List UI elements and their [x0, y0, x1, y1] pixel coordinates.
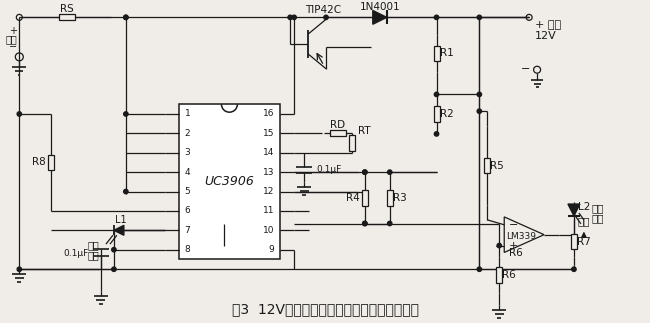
Text: L2: L2 [578, 202, 590, 212]
Text: 12: 12 [263, 187, 274, 196]
Circle shape [124, 189, 128, 194]
Circle shape [434, 92, 439, 97]
Bar [179, 104, 280, 259]
Circle shape [477, 15, 482, 19]
Circle shape [477, 92, 482, 97]
Text: 输入: 输入 [578, 216, 590, 226]
Text: R6: R6 [502, 270, 516, 280]
Polygon shape [114, 225, 124, 235]
Text: 1: 1 [185, 109, 190, 119]
Circle shape [112, 247, 116, 252]
Circle shape [124, 15, 128, 19]
Circle shape [363, 221, 367, 226]
Text: +: + [9, 26, 18, 36]
Text: R2: R2 [439, 109, 453, 119]
Text: R5: R5 [490, 161, 504, 171]
Bar [387, 190, 393, 206]
Bar [434, 106, 439, 122]
Text: R7: R7 [577, 236, 591, 246]
Text: 5: 5 [185, 187, 190, 196]
Text: 12V: 12V [535, 31, 557, 41]
Text: 15: 15 [263, 129, 274, 138]
Text: R8: R8 [32, 157, 46, 167]
Text: 10: 10 [263, 226, 274, 235]
Text: LM339: LM339 [506, 232, 536, 241]
Bar [48, 154, 54, 170]
Text: 2: 2 [185, 129, 190, 138]
Text: 电源: 电源 [87, 240, 99, 250]
Text: 9: 9 [268, 245, 274, 254]
Text: 7: 7 [185, 226, 190, 235]
Text: RT: RT [358, 126, 370, 136]
Text: L1: L1 [115, 215, 127, 225]
Text: R3: R3 [393, 193, 406, 203]
Bar [349, 135, 355, 151]
Circle shape [17, 267, 21, 271]
Bar [571, 234, 577, 249]
Text: R4: R4 [346, 193, 359, 203]
Text: UC3906: UC3906 [205, 175, 254, 188]
Circle shape [434, 132, 439, 136]
Circle shape [324, 15, 328, 19]
Text: 11: 11 [263, 206, 274, 215]
Bar [362, 190, 368, 206]
Polygon shape [568, 204, 580, 216]
Circle shape [363, 170, 367, 174]
Text: 1N4001: 1N4001 [359, 3, 400, 13]
Bar [484, 158, 490, 173]
Text: 14: 14 [263, 148, 274, 157]
Circle shape [387, 170, 392, 174]
Circle shape [363, 170, 367, 174]
Text: +: + [509, 241, 519, 251]
Circle shape [477, 267, 482, 271]
Text: RS: RS [60, 5, 73, 15]
Text: R1: R1 [439, 48, 453, 58]
Circle shape [124, 112, 128, 116]
Text: 输入: 输入 [6, 34, 18, 44]
Bar [496, 267, 502, 283]
Circle shape [112, 267, 116, 271]
Text: 0.1μF: 0.1μF [64, 249, 89, 258]
Circle shape [363, 221, 367, 226]
Circle shape [434, 15, 439, 19]
Text: R6: R6 [509, 248, 523, 258]
Text: 16: 16 [263, 109, 274, 119]
Text: 8: 8 [185, 245, 190, 254]
Text: 指示: 指示 [87, 250, 99, 260]
Bar [434, 46, 439, 61]
Text: RD: RD [330, 120, 346, 130]
Text: 6: 6 [185, 206, 190, 215]
Circle shape [17, 112, 21, 116]
Circle shape [387, 221, 392, 226]
Text: 指示: 指示 [592, 213, 604, 223]
Text: + 电池: + 电池 [535, 20, 561, 30]
Text: −: − [509, 220, 519, 230]
Text: TIP42C: TIP42C [305, 5, 341, 16]
Text: 0.1μF: 0.1μF [316, 165, 341, 174]
Text: 4: 4 [185, 168, 190, 177]
Circle shape [477, 109, 482, 113]
Circle shape [497, 243, 501, 248]
Bar [330, 130, 346, 136]
Text: 3: 3 [185, 148, 190, 157]
Bar [58, 15, 75, 20]
Text: −: − [521, 64, 530, 74]
Circle shape [288, 15, 292, 19]
Text: 图3  12V密封铅酸电池双电平浮充充电器电路: 图3 12V密封铅酸电池双电平浮充充电器电路 [231, 302, 419, 316]
Circle shape [124, 15, 128, 19]
Polygon shape [373, 10, 387, 24]
Text: 充满: 充满 [592, 203, 604, 213]
Circle shape [292, 15, 296, 19]
Text: −: − [9, 42, 18, 52]
Text: 13: 13 [263, 168, 274, 177]
Circle shape [572, 267, 576, 271]
